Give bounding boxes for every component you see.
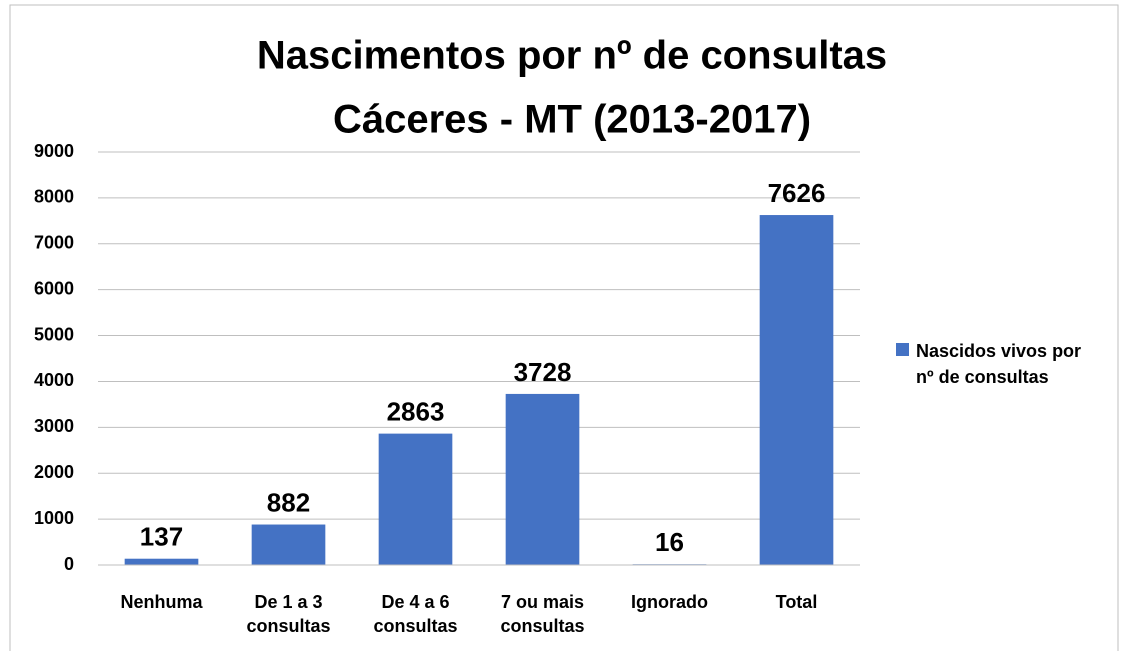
data-label: 7626 [768,178,826,208]
data-label: 137 [140,522,183,552]
chart-title: Cáceres - MT (2013-2017) [333,98,811,142]
y-tick-label: 9000 [34,141,74,161]
y-tick-label: 4000 [34,370,74,390]
bar [759,215,834,565]
y-tick-label: 3000 [34,416,74,436]
legend-swatch [896,343,909,356]
bar [251,524,326,565]
x-tick-label: De 1 a 3 consultas [246,592,331,636]
y-tick-label: 8000 [34,187,74,207]
bar [124,558,199,565]
data-label: 882 [267,487,310,517]
y-tick-label: 1000 [34,508,74,528]
bar [378,433,453,565]
y-tick-label: 5000 [34,324,74,344]
chart-border [9,4,1119,651]
x-tick-label: De 4 a 6 consultas [373,592,458,636]
data-label: 2863 [387,396,445,426]
y-tick-label: 0 [64,554,74,574]
y-tick-label: 7000 [34,233,74,253]
x-tick-label: Total [775,592,818,612]
y-tick-label: 6000 [34,278,74,298]
chart-title: Nascimentos por nº de consultas [257,34,887,78]
data-label: 3728 [514,357,572,387]
bar [505,393,580,565]
x-tick-label: Nenhuma [120,592,203,612]
legend-label: Nascidos vivos por nº de consultas [916,341,1082,387]
x-tick-label: 7 ou mais consultas [500,592,585,636]
x-tick-label: Ignorado [631,592,708,612]
data-label: 16 [655,527,684,557]
y-tick-label: 2000 [34,462,74,482]
